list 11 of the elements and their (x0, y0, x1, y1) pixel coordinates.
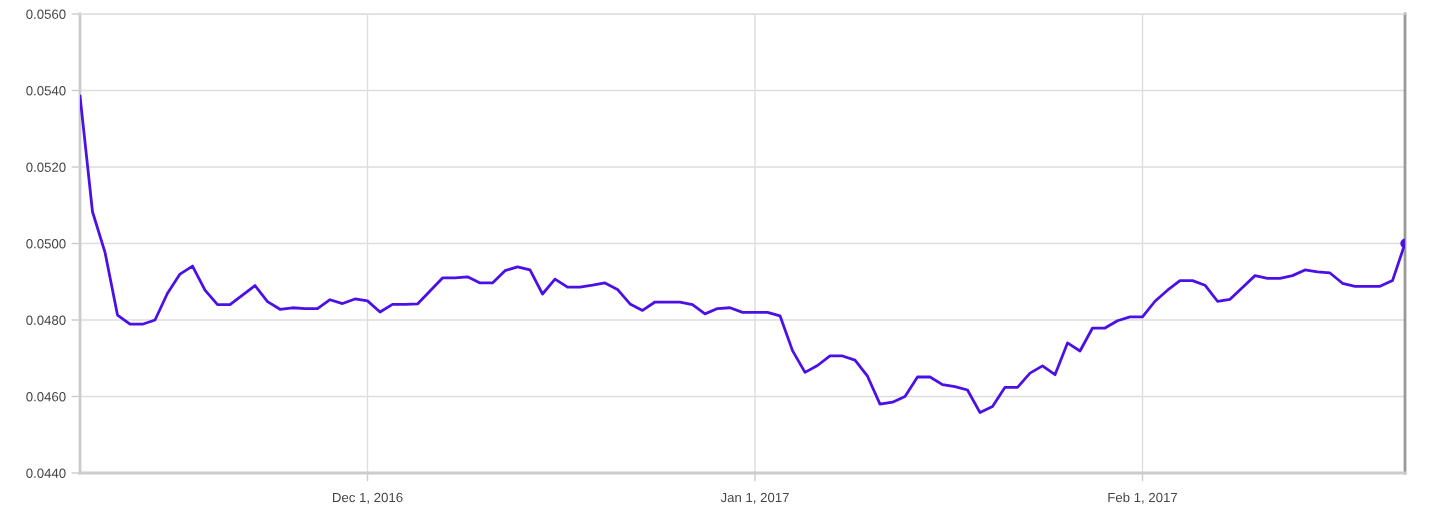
line-series (80, 94, 1405, 414)
x-tick-label: Dec 1, 2016 (333, 492, 403, 504)
y-tick-label: 0.0520 (26, 162, 66, 172)
y-tick-label: 0.0560 (26, 9, 66, 19)
x-tick-label: Feb 1, 2017 (1108, 492, 1178, 504)
y-tick-label: 0.0440 (26, 468, 66, 478)
y-tick-label: 0.0540 (26, 86, 66, 96)
x-tick-label: Jan 1, 2017 (720, 492, 789, 504)
y-tick-label: 0.0460 (26, 392, 66, 402)
y-tick-label: 0.0480 (26, 315, 66, 325)
y-tick-label: 0.0500 (26, 239, 66, 249)
